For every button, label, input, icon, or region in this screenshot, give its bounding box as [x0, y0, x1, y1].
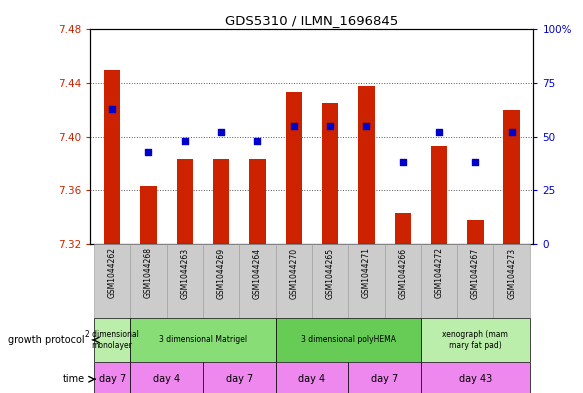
FancyBboxPatch shape	[203, 362, 276, 393]
Bar	[467, 220, 483, 244]
Point	[434, 129, 444, 136]
Bar	[431, 146, 447, 244]
Text: time: time	[62, 374, 85, 384]
Bar	[504, 110, 520, 244]
FancyBboxPatch shape	[348, 244, 385, 318]
Bar	[286, 92, 302, 244]
Text: day 7: day 7	[226, 374, 253, 384]
FancyBboxPatch shape	[421, 362, 530, 393]
Point	[289, 123, 298, 129]
Text: day 7: day 7	[99, 374, 126, 384]
Text: GSM1044271: GSM1044271	[362, 248, 371, 298]
Title: GDS5310 / ILMN_1696845: GDS5310 / ILMN_1696845	[225, 14, 399, 27]
FancyBboxPatch shape	[203, 244, 239, 318]
Bar	[395, 213, 411, 244]
Text: GSM1044272: GSM1044272	[434, 248, 444, 298]
Bar	[104, 70, 120, 244]
Bar	[358, 86, 374, 244]
Point	[507, 129, 517, 136]
FancyBboxPatch shape	[457, 244, 493, 318]
Bar	[322, 103, 338, 244]
Point	[361, 123, 371, 129]
FancyBboxPatch shape	[385, 244, 421, 318]
Text: GSM1044273: GSM1044273	[507, 248, 516, 299]
FancyBboxPatch shape	[94, 362, 131, 393]
FancyBboxPatch shape	[312, 244, 348, 318]
Text: GSM1044268: GSM1044268	[144, 248, 153, 298]
Point	[398, 159, 408, 165]
Text: 2 dimensional
monolayer: 2 dimensional monolayer	[85, 330, 139, 350]
Point	[180, 138, 189, 144]
Text: day 4: day 4	[153, 374, 180, 384]
Text: GSM1044269: GSM1044269	[217, 248, 226, 299]
Text: 3 dimensional Matrigel: 3 dimensional Matrigel	[159, 336, 247, 344]
FancyBboxPatch shape	[493, 244, 530, 318]
Text: GSM1044266: GSM1044266	[398, 248, 407, 299]
Bar	[141, 186, 157, 244]
FancyBboxPatch shape	[94, 318, 131, 362]
Text: GSM1044267: GSM1044267	[471, 248, 480, 299]
Text: GSM1044265: GSM1044265	[325, 248, 335, 299]
FancyBboxPatch shape	[131, 362, 203, 393]
FancyBboxPatch shape	[276, 244, 312, 318]
Text: GSM1044262: GSM1044262	[108, 248, 117, 298]
Point	[470, 159, 480, 165]
Text: GSM1044270: GSM1044270	[289, 248, 298, 299]
Text: GSM1044264: GSM1044264	[253, 248, 262, 299]
Bar	[250, 159, 266, 244]
Text: xenograph (mam
mary fat pad): xenograph (mam mary fat pad)	[442, 330, 508, 350]
Text: GSM1044263: GSM1044263	[180, 248, 189, 299]
Point	[325, 123, 335, 129]
Text: day 43: day 43	[459, 374, 492, 384]
Text: growth protocol: growth protocol	[8, 335, 85, 345]
FancyBboxPatch shape	[421, 318, 530, 362]
Point	[144, 149, 153, 155]
FancyBboxPatch shape	[131, 244, 167, 318]
FancyBboxPatch shape	[131, 318, 276, 362]
Point	[253, 138, 262, 144]
FancyBboxPatch shape	[421, 244, 457, 318]
Point	[216, 129, 226, 136]
Text: day 4: day 4	[298, 374, 325, 384]
FancyBboxPatch shape	[348, 362, 421, 393]
Bar	[177, 159, 193, 244]
Bar	[213, 159, 229, 244]
Point	[107, 106, 117, 112]
FancyBboxPatch shape	[239, 244, 276, 318]
FancyBboxPatch shape	[276, 318, 421, 362]
FancyBboxPatch shape	[94, 244, 131, 318]
Text: 3 dimensional polyHEMA: 3 dimensional polyHEMA	[301, 336, 396, 344]
Text: day 7: day 7	[371, 374, 398, 384]
FancyBboxPatch shape	[167, 244, 203, 318]
FancyBboxPatch shape	[276, 362, 348, 393]
